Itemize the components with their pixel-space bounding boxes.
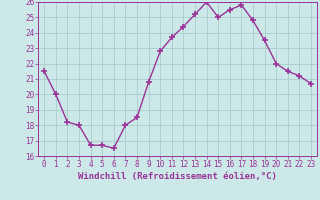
X-axis label: Windchill (Refroidissement éolien,°C): Windchill (Refroidissement éolien,°C): [78, 172, 277, 181]
